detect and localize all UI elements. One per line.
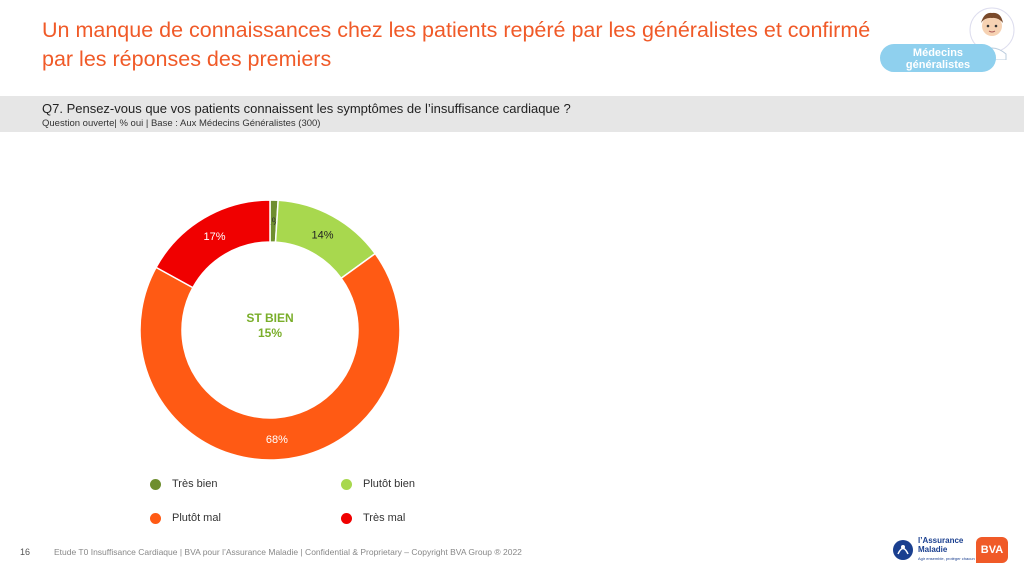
legend-item-tres-mal: Très mal xyxy=(341,512,405,524)
question-text: Q7. Pensez-vous que vos patients connais… xyxy=(42,101,571,116)
question-subtitle: Question ouverte| % oui | Base : Aux Méd… xyxy=(42,118,321,129)
badge-medecins-generalistes: Médecins généralistes xyxy=(880,44,996,72)
legend-label-tres-bien: Très bien xyxy=(172,478,218,490)
legend-swatch-tres-bien xyxy=(150,478,161,490)
assurance-maladie-emblem-icon xyxy=(893,539,913,560)
legend-label-plutot-mal: Plutôt mal xyxy=(172,512,221,524)
logo-am-line1: l’Assurance xyxy=(918,536,964,545)
logo-am-line2: Maladie xyxy=(918,545,948,554)
donut-label-plutot-mal: 68% xyxy=(266,434,288,446)
donut-slice-plutot-mal xyxy=(139,252,401,461)
legend-item-plutot-bien: Plutôt bien xyxy=(341,478,415,490)
logo-am-tagline: Agir ensemble, protéger chacun xyxy=(918,556,975,561)
legend-label-plutot-bien: Plutôt bien xyxy=(363,478,415,490)
legend-swatch-tres-mal xyxy=(341,512,352,524)
assurance-maladie-logo: l’Assurance Maladie Agir ensemble, proté… xyxy=(892,536,975,563)
legend-item-plutot-mal: Plutôt mal xyxy=(150,512,221,524)
page-number: 16 xyxy=(20,547,31,557)
footer-copyright: Etude T0 Insuffisance Cardiaque | BVA po… xyxy=(54,547,522,557)
donut-label-plutot-bien: 14% xyxy=(311,229,333,241)
legend-item-tres-bien: Très bien xyxy=(150,478,217,490)
question-band xyxy=(0,96,1024,132)
donut-slice-tres-mal xyxy=(155,199,271,289)
legend-label-tres-mal: Très mal xyxy=(363,512,406,524)
donut-center-value: 15% xyxy=(258,326,282,340)
page-title: Un manque de connaissances chez les pati… xyxy=(42,18,871,71)
bva-logo: BVA xyxy=(976,537,1008,563)
donut-center-label: ST BIEN xyxy=(246,311,293,325)
donut-label-tres-mal: 17% xyxy=(203,231,225,243)
legend-swatch-plutot-bien xyxy=(341,478,352,490)
legend-swatch-plutot-mal xyxy=(150,512,161,524)
